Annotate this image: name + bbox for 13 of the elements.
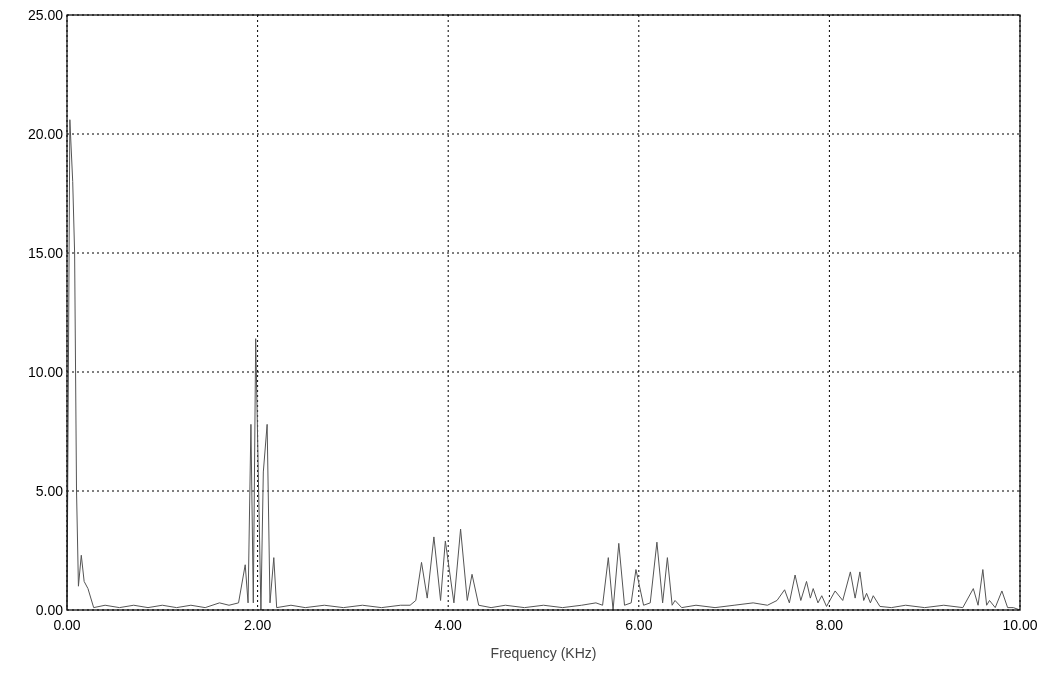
x-tick-label: 6.00	[625, 617, 653, 633]
y-tick-label: 0.00	[35, 602, 64, 618]
y-tick-label: 5.00	[35, 483, 64, 499]
x-tick-label: 8.00	[815, 617, 844, 633]
x-tick-label: 4.00	[434, 617, 463, 633]
y-tick-label: 10.00	[27, 364, 64, 380]
x-tick-label: 0.00	[53, 617, 81, 633]
x-tick-label: 10.00	[1002, 617, 1038, 633]
x-axis-title: Frequency (KHz)	[490, 645, 597, 661]
y-tick-label: 20.00	[27, 126, 64, 142]
y-tick-label: 15.00	[27, 245, 64, 261]
x-tick-label: 2.00	[243, 617, 272, 633]
y-tick-label: 25.00	[27, 7, 64, 23]
